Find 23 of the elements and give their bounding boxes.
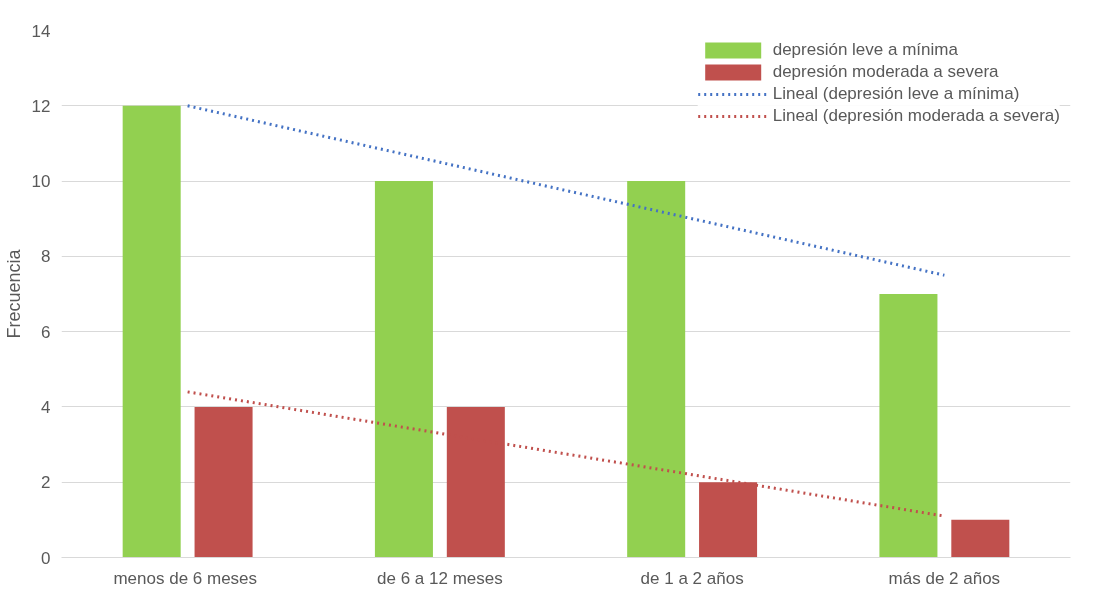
x-tick-label: de 1 a 2 años xyxy=(640,568,744,588)
bar xyxy=(879,294,938,558)
legend-label: Lineal (depresión moderada a severa) xyxy=(772,106,1060,126)
bar xyxy=(627,181,686,558)
y-tick-label: 8 xyxy=(41,247,51,267)
bar xyxy=(194,406,253,558)
bar xyxy=(122,105,181,558)
y-tick-label: 6 xyxy=(41,322,51,342)
x-tick-label: más de 2 años xyxy=(888,568,1001,588)
y-tick-label: 4 xyxy=(41,397,51,417)
y-tick-label: 14 xyxy=(31,21,51,41)
legend-label: Lineal (depresión leve a mínima) xyxy=(772,84,1020,104)
legend-label: depresión moderada a severa xyxy=(772,62,999,82)
x-tick-label: de 6 a 12 meses xyxy=(377,568,503,588)
legend-label: depresión leve a mínima xyxy=(772,40,958,60)
y-tick-label: 10 xyxy=(31,172,51,192)
bar xyxy=(374,181,433,558)
y-tick-label: 12 xyxy=(31,96,51,116)
x-tick-label: menos de 6 meses xyxy=(113,568,258,588)
y-tick-label: 0 xyxy=(41,548,51,568)
y-axis-title: Frecuencia xyxy=(3,248,24,339)
y-tick-label: 2 xyxy=(41,473,51,493)
bar xyxy=(951,519,1010,558)
